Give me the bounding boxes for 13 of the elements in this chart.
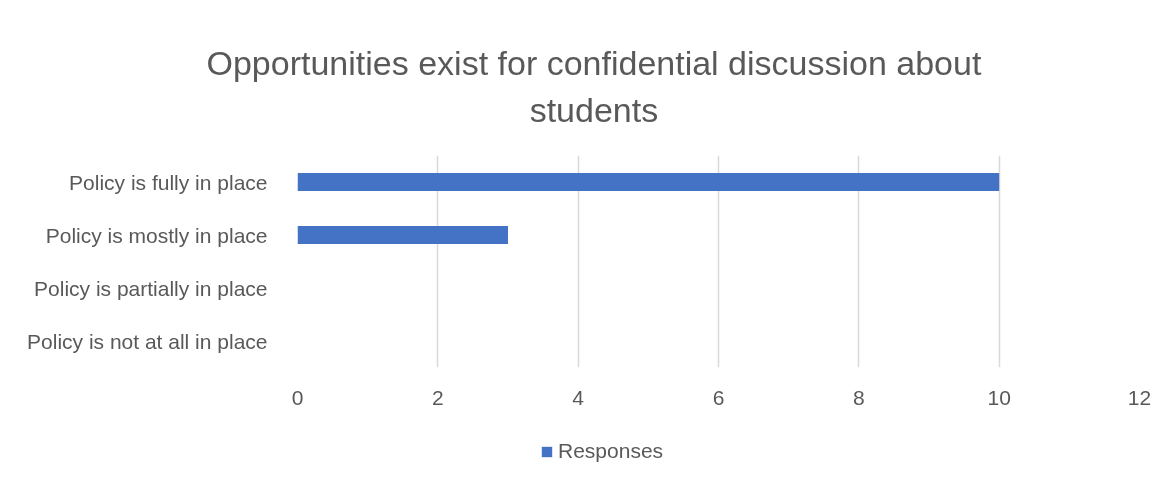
x-tick-label: 2: [431, 385, 444, 409]
x-tick-label: 10: [987, 385, 1011, 409]
x-tick-label: 6: [712, 385, 725, 409]
y-tick-label: Policy is fully in place: [69, 170, 268, 194]
legend-label: Responses: [558, 439, 664, 463]
y-tick-label: Policy is partially in place: [34, 276, 268, 300]
y-tick-label: Policy is mostly in place: [45, 223, 268, 247]
x-tick-label: 0: [291, 385, 304, 409]
x-tick-label: 4: [572, 385, 585, 409]
x-tick-label: 12: [1127, 385, 1152, 409]
chart-title: Opportunities exist for confidential discussion about students: [206, 43, 982, 129]
y-tick-label: Policy is not at all in place: [27, 329, 268, 353]
x-tick-label: 8: [852, 385, 865, 409]
